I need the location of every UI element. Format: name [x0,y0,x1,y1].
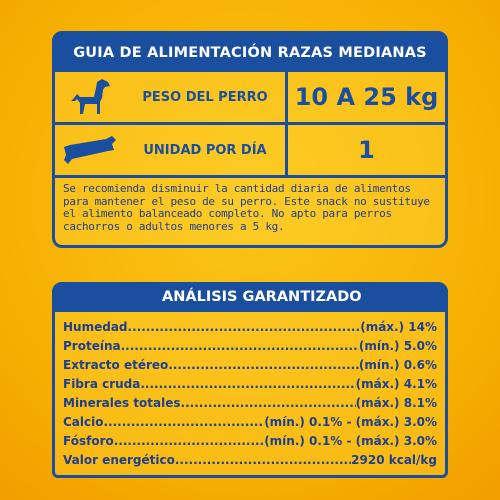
analysis-value: (mín.) 5.0% [358,339,437,353]
analysis-row: Extracto etéreo (mín.) 0.6% [63,356,437,375]
analysis-rows: Humedad (máx.) 14% Proteína (mín.) 5.0% Extr… [63,318,437,470]
analysis-label: Calcio [63,415,104,429]
analysis-title: ANÁLISIS GARANTIZADO [52,282,448,312]
guide-label: UNIDAD POR DÍA [143,142,267,158]
dot-leader [140,375,355,394]
dot-leader [114,432,264,451]
dot-leader [175,451,351,470]
snack-icon [55,135,125,165]
analysis-row: Calcio (mín.) 0.1% - (máx.) 3.0% [63,413,437,432]
dog-icon [55,77,125,117]
guide-value: 1 [285,125,445,175]
dot-leader [128,318,361,337]
guide-value: 10 A 25 kg [285,72,445,122]
guide-label: PESO DEL PERRO [142,89,268,105]
analysis-row: Fósforo (mín.) 0.1% - (máx.) 3.0% [63,432,437,451]
guide-row: UNIDAD POR DÍA 1 [55,125,445,178]
analysis-row: Proteína (mín.) 5.0% [63,337,437,356]
analysis-label: Minerales totales [63,396,181,410]
feeding-guide-panel: GUIA DE ALIMENTACIÓN RAZAS MEDIANAS PESO… [52,31,448,248]
analysis-label: Proteína [63,339,121,353]
analysis-value: (mín.) 0.1% - (máx.) 3.0% [264,415,437,429]
analysis-label: Humedad [63,320,128,334]
analysis-panel: ANÁLISIS GARANTIZADO Humedad (máx.) 14% Pr… [52,282,448,478]
dot-leader [181,394,356,413]
analysis-row: Humedad (máx.) 14% [63,318,437,337]
analysis-value: (máx.) 8.1% [355,396,437,410]
analysis-label: Fibra cruda [63,377,141,391]
guide-row: PESO DEL PERRO 10 A 25 kg [55,72,445,125]
analysis-value: (mín.) 0.1% - (máx.) 3.0% [264,434,437,448]
dot-leader [104,413,265,432]
analysis-label: Extracto etéreo [63,358,169,372]
analysis-row: Fibra cruda (máx.) 4.1% [63,375,437,394]
analysis-row: Minerales totales (máx.) 8.1% [63,394,437,413]
analysis-label: Fósforo [63,434,114,448]
analysis-row: Valor energético 2920 kcal/kg [63,451,437,470]
analysis-value: (máx.) 14% [360,320,437,334]
analysis-label: Valor energético [63,453,175,467]
feeding-note: Se recomienda disminuir la cantidad diar… [63,182,430,233]
dot-leader [121,337,359,356]
dot-leader [168,356,359,375]
feeding-guide-title: GUIA DE ALIMENTACIÓN RAZAS MEDIANAS [55,34,445,72]
analysis-value: (máx.) 4.1% [355,377,437,391]
analysis-value: (mín.) 0.6% [358,358,437,372]
analysis-value: 2920 kcal/kg [351,453,437,467]
